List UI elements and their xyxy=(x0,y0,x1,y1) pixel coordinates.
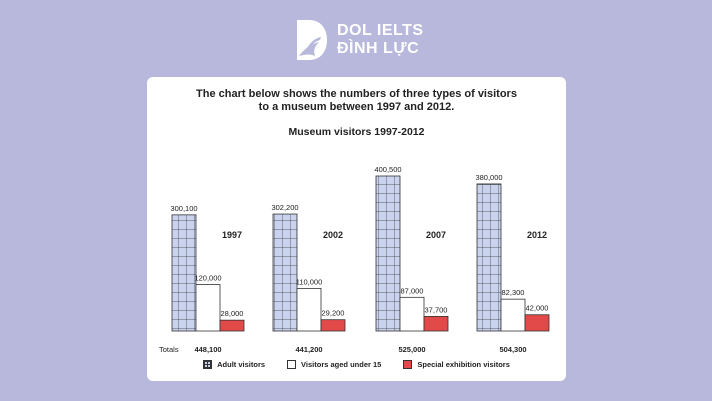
total-label-2002: 441,200 xyxy=(295,345,322,354)
bar-2002-series-1 xyxy=(296,288,322,332)
bar-1997-series-0 xyxy=(171,214,197,332)
data-label-2007-series-2: 37,700 xyxy=(425,305,448,314)
legend-swatch-special xyxy=(403,360,413,369)
bar-2007-series-1 xyxy=(399,296,425,332)
legend-item-adult: Adult visitors xyxy=(203,360,265,369)
data-label-1997-series-0: 300,100 xyxy=(170,204,197,213)
total-label-2012: 504,300 xyxy=(499,345,526,354)
chart-legend: Adult visitors Visitors aged under 15 Sp… xyxy=(147,360,566,369)
bar-chart: 300,100 120,000 28,000 1997 448,100 302,200 11… xyxy=(159,165,550,354)
category-label-2007: 2007 xyxy=(426,230,446,240)
bar-2007-series-0 xyxy=(375,175,401,332)
bar-2012-series-2 xyxy=(524,314,550,332)
data-label-2002-series-0: 302,200 xyxy=(271,203,298,212)
legend-swatch-adult xyxy=(203,360,213,369)
chart-title: Museum visitors 1997-2012 xyxy=(288,126,425,138)
total-label-1997: 448,100 xyxy=(194,345,221,354)
brand-subname: ĐÌNH LỰC xyxy=(337,40,420,57)
legend-item-special: Special exhibition visitors xyxy=(403,360,510,369)
task-prompt-line2: to a museum between 1997 and 2012. xyxy=(258,101,455,113)
bar-2002-series-2 xyxy=(320,319,346,332)
legend-label-special: Special exhibition visitors xyxy=(417,360,510,369)
data-label-2012-series-2: 42,000 xyxy=(526,304,549,313)
bar-1997-series-2 xyxy=(219,319,245,332)
data-label-2012-series-0: 380,000 xyxy=(475,173,502,182)
category-label-2002: 2002 xyxy=(323,230,343,240)
legend-item-under15: Visitors aged under 15 xyxy=(287,360,381,369)
brand-logo: DOL IELTS ĐÌNH LỰC xyxy=(293,17,424,63)
bar-2012-series-1 xyxy=(500,298,526,332)
task-prompt-line1: The chart below shows the numbers of thr… xyxy=(196,88,517,100)
bar-1997-series-1 xyxy=(195,284,221,332)
legend-label-under15: Visitors aged under 15 xyxy=(301,360,382,369)
category-label-2012: 2012 xyxy=(527,230,547,240)
data-label-2012-series-1: 82,300 xyxy=(502,288,525,297)
data-label-2002-series-2: 29,200 xyxy=(322,309,345,318)
data-label-2007-series-0: 400,500 xyxy=(374,165,401,174)
chart-card: The chart below shows the numbers of thr… xyxy=(147,77,566,381)
data-label-1997-series-2: 28,000 xyxy=(221,309,244,318)
brand-name: DOL IELTS xyxy=(337,22,424,39)
bar-2012-series-0 xyxy=(476,183,502,332)
dol-logo-icon xyxy=(297,20,327,60)
total-label-2007: 525,000 xyxy=(398,345,425,354)
totals-label: Totals xyxy=(159,345,179,354)
bar-2007-series-2 xyxy=(423,316,449,332)
data-label-2002-series-1: 110,000 xyxy=(296,277,323,286)
category-label-1997: 1997 xyxy=(222,230,242,240)
data-label-2007-series-1: 87,000 xyxy=(401,286,424,295)
task-prompt: The chart below shows the numbers of thr… xyxy=(147,88,566,114)
data-label-1997-series-1: 120,000 xyxy=(194,274,221,283)
bar-2002-series-0 xyxy=(272,213,298,332)
legend-label-adult: Adult visitors xyxy=(217,360,266,369)
legend-swatch-under15 xyxy=(287,360,297,369)
